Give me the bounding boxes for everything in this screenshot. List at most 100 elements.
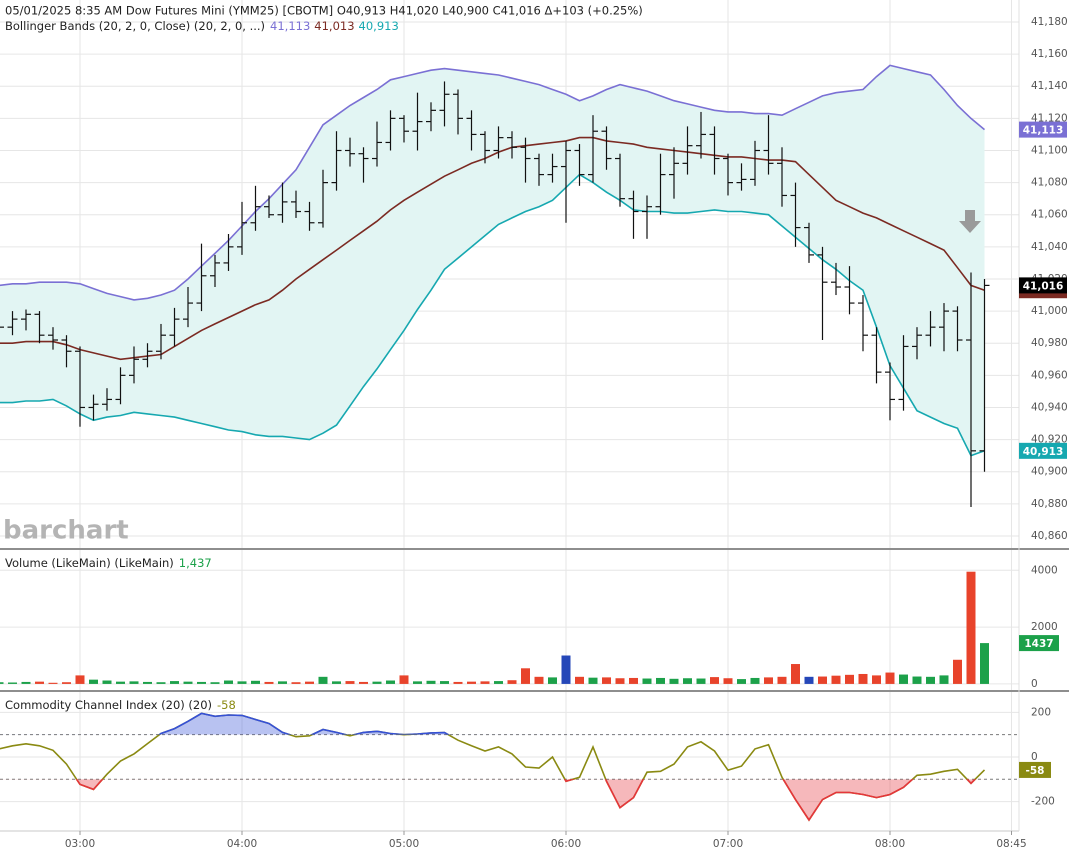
volume-bar [926, 676, 935, 684]
cci-zone [158, 712, 450, 735]
volume-bar [264, 681, 274, 684]
y-tick-label: 41,080 [1031, 177, 1068, 189]
y-tick-label: 41,000 [1031, 305, 1068, 317]
cci-zone [0, 779, 985, 822]
volume-bar [939, 675, 949, 684]
volume-bar [89, 679, 98, 684]
y-tick-label: 2000 [1031, 621, 1058, 633]
volume-bar [359, 681, 368, 684]
y-tick-label: 0 [1031, 678, 1038, 690]
cci-zone-line [75, 779, 977, 822]
x-tick-label: 06:00 [551, 838, 581, 850]
watermark: barchart [3, 516, 129, 546]
volume-bar [548, 677, 557, 684]
volume-bar [507, 680, 517, 684]
y-tick-label: 40,960 [1031, 369, 1068, 381]
band-fill [0, 65, 985, 456]
volume-bar [183, 681, 193, 684]
volume-bar [534, 676, 544, 684]
y-tick-label: 41,140 [1031, 80, 1068, 92]
volume-bar [210, 682, 220, 684]
volume-bar [237, 681, 247, 684]
volume-bar [332, 681, 341, 684]
axis-layer: 03:00 04:00 05:00 06:00 07:00 08:00 08:45 40,86… [65, 16, 1068, 850]
volume-bar [696, 678, 706, 684]
price-badge-label: 40,913 [1023, 446, 1064, 458]
x-tick-label: 08:45 [996, 838, 1026, 850]
band-line [0, 173, 985, 457]
volume-bar [980, 643, 989, 684]
price-badge-label: 41,113 [1023, 125, 1064, 137]
bollinger-legend: Bollinger Bands (20, 2, 0, Close) (20, 2… [5, 19, 399, 33]
volume-bar [656, 677, 665, 684]
y-tick-label: 40,880 [1031, 498, 1068, 510]
volume-bar [278, 681, 287, 684]
volume-bar [440, 681, 449, 684]
volume-bar [521, 668, 530, 684]
legend-label: Volume (LikeMain) (LikeMain) [5, 556, 174, 570]
y-tick-label: 41,100 [1031, 144, 1068, 156]
volume-bar [197, 681, 206, 684]
volume-bar [102, 680, 112, 684]
volume-bar [345, 681, 355, 684]
y-tick-label: 41,160 [1031, 48, 1068, 60]
volume-badge [1019, 635, 1059, 652]
volume-legend: Volume (LikeMain) (LikeMain) 1,437 [5, 556, 212, 570]
volume-bar [642, 678, 652, 684]
legend-value: -58 [217, 698, 236, 712]
x-tick-label: 04:00 [227, 838, 257, 850]
volume-bar [885, 672, 895, 684]
volume-bar [170, 681, 179, 684]
x-tick-label: 05:00 [389, 838, 419, 850]
y-tick-label: -200 [1031, 796, 1055, 808]
volume-bar [48, 682, 58, 684]
volume-bar [629, 677, 638, 684]
volume-bar [426, 680, 436, 684]
price-badge [1019, 277, 1067, 294]
legend-value: 40,913 [359, 19, 399, 33]
volume-bar [953, 659, 962, 684]
volume-bar [156, 682, 166, 684]
legend-label: Commodity Channel Index (20) (20) [5, 698, 212, 712]
volume-bar [494, 681, 503, 684]
cci-zone-fill [159, 713, 449, 735]
y-tick-label: 41,040 [1031, 241, 1068, 253]
volume-bar [386, 680, 395, 684]
price-badge-label: 41,016 [1023, 280, 1064, 292]
volume-bar [372, 681, 382, 684]
legend-label: Bollinger Bands (20, 2, 0, Close) (20, 2… [5, 19, 265, 33]
volume-bar [818, 676, 827, 684]
volume-bar [413, 681, 422, 684]
cci-legend: Commodity Channel Index (20) (20) -58 [5, 698, 236, 712]
y-tick-label: 40,900 [1031, 466, 1068, 478]
cci-badge-label: -58 [1026, 765, 1045, 777]
y-tick-label: 40,860 [1031, 530, 1068, 542]
band-line [0, 64, 986, 301]
cci-badge [1019, 761, 1051, 778]
volume-bar [737, 679, 746, 684]
price-badge [1019, 121, 1067, 138]
volume-bar [791, 664, 800, 684]
volume-bar [912, 676, 922, 684]
volume-badge-label: 1437 [1024, 638, 1053, 650]
y-tick-label: 200 [1031, 706, 1051, 718]
x-tick-label: 03:00 [65, 838, 95, 850]
volume-bar [723, 678, 733, 684]
volume-bar [764, 677, 773, 684]
chart-title: 05/01/2025 8:35 AM Dow Futures Mini (YMM… [5, 4, 643, 18]
volume-bar [0, 682, 4, 684]
volume-bar [75, 675, 85, 684]
y-tick-label: 41,060 [1031, 209, 1068, 221]
x-tick-label: 07:00 [713, 838, 743, 850]
volume-bar [602, 677, 611, 684]
y-tick-label: 0 [1031, 751, 1038, 763]
volume-bar [588, 677, 598, 684]
cci-zone-line [158, 712, 450, 735]
volume-bar [872, 675, 881, 684]
volume-bar [561, 655, 571, 684]
legend-value: 41,113 [270, 19, 310, 33]
volume-bar [62, 682, 71, 684]
volume-bar [858, 673, 868, 684]
price-badge [1019, 442, 1067, 459]
volume-bar [777, 676, 787, 684]
